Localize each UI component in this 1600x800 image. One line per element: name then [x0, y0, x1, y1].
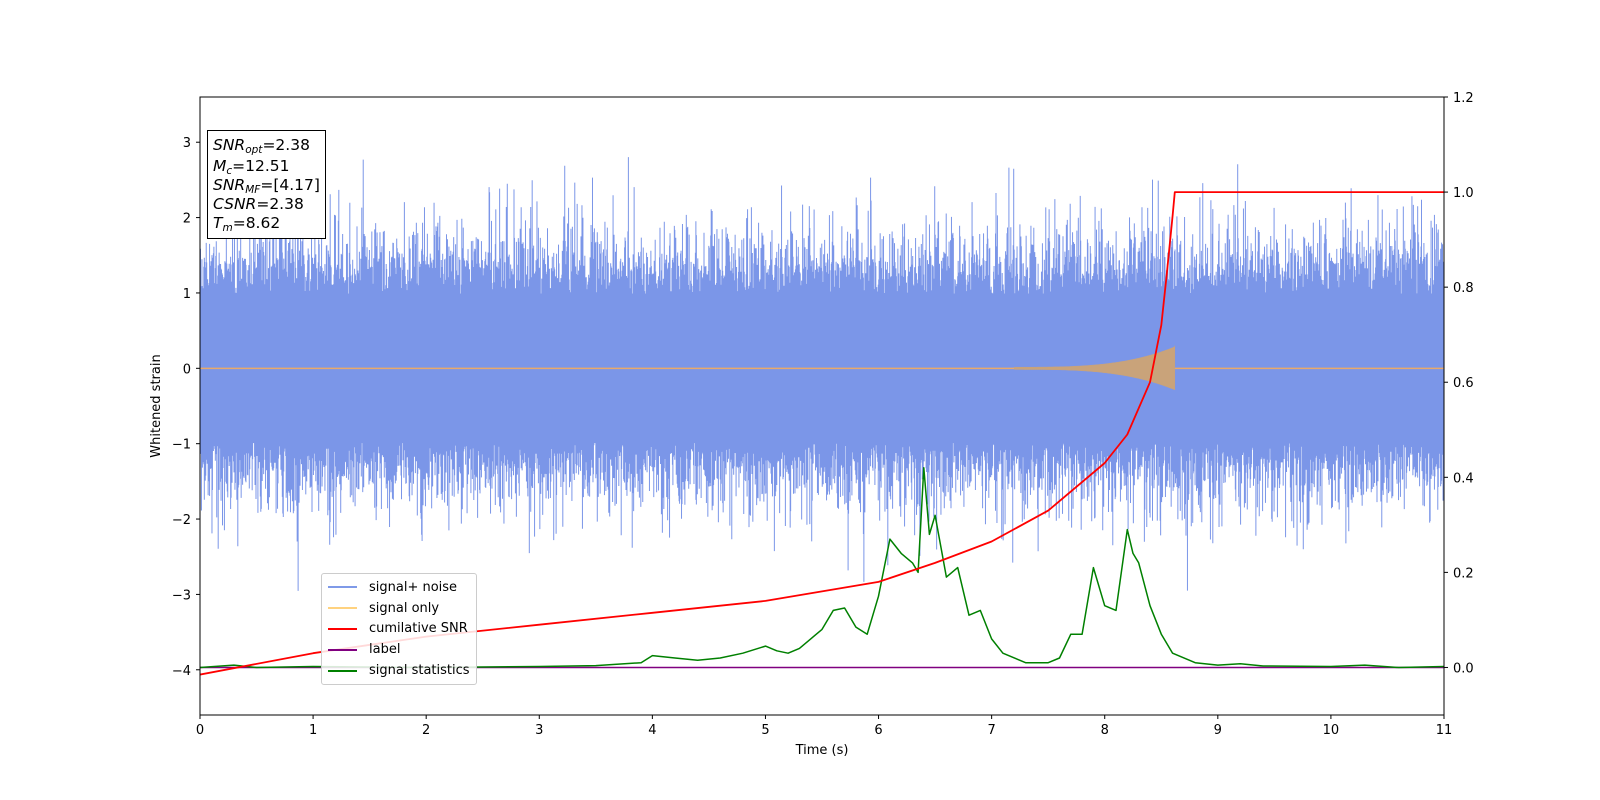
- legend-swatch-signal-only: [328, 607, 357, 610]
- legend-item-signal-only: signal only: [328, 598, 470, 619]
- snr-mf-line: SNRMF=[4.17]: [213, 176, 320, 196]
- legend-swatch-cumilative-snr: [328, 627, 357, 630]
- x-tick-label: 6: [874, 723, 882, 738]
- noise-trace: [200, 157, 1444, 591]
- mc-line: Mc=12.51: [213, 156, 290, 177]
- series-signal-statistics: [200, 467, 1444, 669]
- y-tick-label-right: 0.4: [1453, 471, 1474, 486]
- snr-mf-value: =[4.17]: [260, 176, 320, 194]
- annotation-box: SNRopt=2.38 Mc=12.51 SNRMF=[4.17] CSNR=2…: [207, 130, 326, 239]
- csnr-value: =2.38: [256, 195, 304, 213]
- x-tick-label: 3: [535, 723, 543, 738]
- tm-line: Tm=8.62: [213, 214, 281, 234]
- legend-item-signal-statistics: signal statistics: [328, 660, 470, 681]
- mc-value: =12.51: [232, 156, 290, 175]
- plot-frame: [199, 96, 1445, 716]
- x-tick-label: 8: [1101, 723, 1109, 738]
- legend-item-cumilative-snr: cumilative SNR: [328, 619, 470, 640]
- y-tick-label-left: −1: [172, 438, 191, 453]
- y-tick-label-left: 0: [183, 362, 191, 377]
- legend-swatch-label: [328, 648, 357, 651]
- y-axis-label: Whitened strain: [149, 354, 164, 457]
- x-tick-label: 4: [648, 723, 656, 738]
- snr-opt-line: SNRopt=2.38: [213, 136, 310, 156]
- x-tick-label: 10: [1323, 723, 1340, 738]
- x-tick-label: 7: [987, 723, 995, 738]
- legend-label-signal-only: signal only: [369, 600, 440, 616]
- y-tick-label-left: 1: [183, 287, 191, 302]
- series-cumilative-snr: [200, 191, 1444, 676]
- y-tick-label-right: 0.6: [1453, 376, 1474, 391]
- x-axis-label: Time (s): [795, 743, 849, 758]
- chirp-envelope: [1014, 345, 1176, 391]
- y-tick-label-right: 0.2: [1453, 566, 1474, 581]
- legend-label-signal-noise: signal+ noise: [369, 579, 458, 595]
- legend-item-signal-noise: signal+ noise: [328, 577, 470, 598]
- x-tick-label: 2: [422, 723, 430, 738]
- tm-value: =8.62: [232, 214, 281, 232]
- legend-item-label: label: [328, 639, 470, 660]
- y-tick-label-right: 1.2: [1453, 91, 1474, 106]
- x-tick-label: 0: [196, 723, 204, 738]
- y-tick-label-right: 0.0: [1453, 661, 1474, 676]
- x-tick-label: 1: [309, 723, 317, 738]
- legend: signal+ noise signal only cumilative SNR…: [321, 573, 477, 685]
- series-signal-noise: [200, 157, 1444, 591]
- y-tick-label-left: −2: [172, 513, 191, 528]
- x-tick-label: 9: [1214, 723, 1222, 738]
- y-tick-label-right: 1.0: [1453, 186, 1474, 201]
- legend-label-signal-statistics: signal statistics: [369, 663, 470, 679]
- legend-label-label: label: [369, 642, 401, 658]
- x-tick-label: 11: [1436, 723, 1453, 738]
- y-tick-label-left: 2: [183, 212, 191, 227]
- legend-swatch-signal-statistics: [328, 669, 357, 672]
- legend-swatch-signal-noise: [328, 586, 357, 589]
- y-tick-label-right: 0.8: [1453, 281, 1474, 296]
- y-tick-label-left: −4: [172, 664, 191, 679]
- snr-opt-value: =2.38: [262, 136, 310, 154]
- legend-label-cumilative-snr: cumilative SNR: [369, 621, 468, 637]
- y-tick-label-left: 3: [183, 136, 191, 151]
- axes-layer: 0 1 2 3 4 5 6 7 8 9 10 113210−1−2−3−41.21.00.80.60.…: [172, 91, 1474, 738]
- csnr-line: CSNR=2.38: [213, 195, 304, 213]
- y-tick-label-left: −3: [172, 588, 191, 603]
- x-tick-label: 5: [761, 723, 769, 738]
- series-signal-only: [200, 345, 1444, 391]
